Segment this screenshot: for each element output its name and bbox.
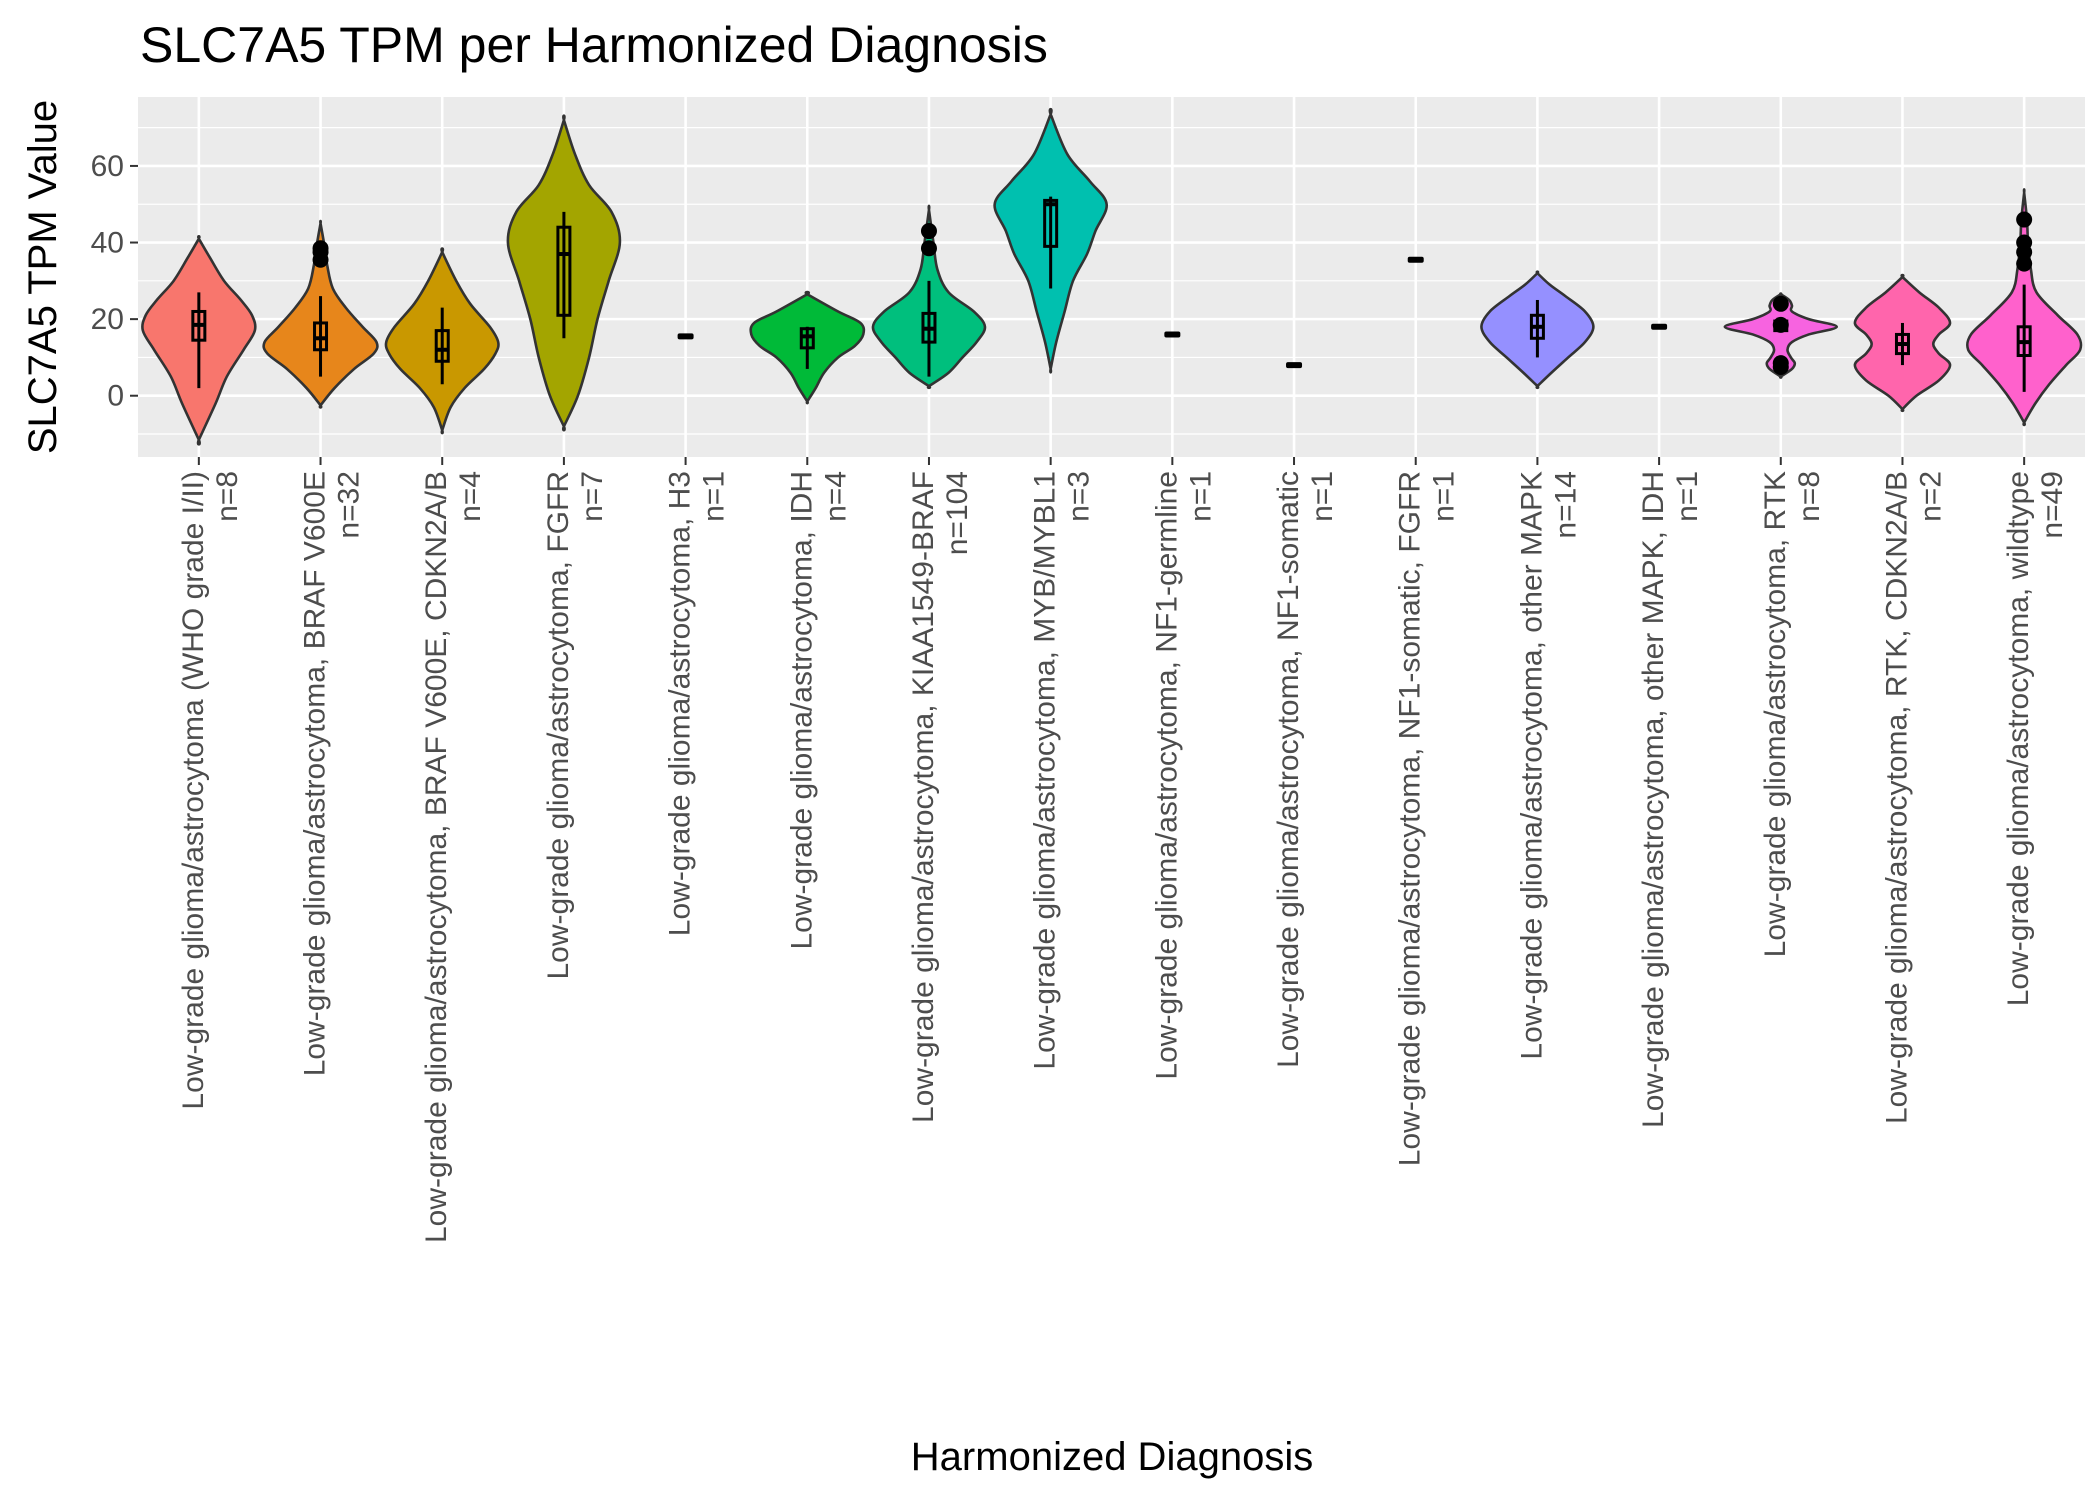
x-tick-label: Low-grade glioma/astrocytoma (WHO grade … xyxy=(177,471,244,1110)
box-iqr xyxy=(556,225,572,317)
outlier-point xyxy=(1772,295,1789,312)
y-axis-title: SLC7A5 TPM Value xyxy=(21,100,65,454)
outlier-point xyxy=(920,223,937,240)
y-tick-label: 20 xyxy=(91,303,124,336)
x-tick-label: Low-grade glioma/astrocytoma, NF1-somati… xyxy=(1394,471,1461,1166)
outlier-point xyxy=(2016,255,2033,272)
x-tick-label: Low-grade glioma/astrocytoma, RTKn=8 xyxy=(1759,471,1826,957)
y-tick-label: 40 xyxy=(91,227,124,260)
outlier-point xyxy=(1772,316,1789,333)
outlier-point xyxy=(920,240,937,257)
box-median xyxy=(1164,331,1181,338)
x-tick-label: Low-grade glioma/astrocytoma, NF1-somati… xyxy=(1272,471,1339,1068)
x-tick-label: Low-grade glioma/astrocytoma, BRAF V600E… xyxy=(420,471,487,1243)
outlier-point xyxy=(1772,355,1789,372)
x-tick-label: Low-grade glioma/astrocytoma, KIAA1549-B… xyxy=(907,471,974,1123)
x-tick-label: Low-grade glioma/astrocytoma, other MAPK… xyxy=(1515,471,1582,1060)
box-median xyxy=(1651,323,1668,330)
x-tick-label: Low-grade glioma/astrocytoma, other MAPK… xyxy=(1637,471,1704,1128)
y-tick-label: 0 xyxy=(107,380,124,413)
x-axis-title: Harmonized Diagnosis xyxy=(911,1435,1313,1479)
violin-shape xyxy=(1723,292,1839,379)
box-iqr xyxy=(1043,198,1059,248)
box-median xyxy=(677,333,694,340)
outlier-point xyxy=(2016,234,2033,251)
box-iqr xyxy=(434,329,450,363)
box-median xyxy=(1286,362,1303,369)
x-tick-label: Low-grade glioma/astrocytoma, H3n=1 xyxy=(664,471,731,936)
outlier-point xyxy=(312,240,329,257)
y-tick-label: 60 xyxy=(91,150,124,183)
violin-layer xyxy=(141,107,2083,446)
x-tick-label: Low-grade glioma/astrocytoma, IDHn=4 xyxy=(785,471,852,950)
box-median xyxy=(1407,256,1424,263)
x-tick-label: Low-grade glioma/astrocytoma, NF1-germli… xyxy=(1150,471,1217,1080)
x-tick-label: Low-grade glioma/astrocytoma, BRAF V600E… xyxy=(299,471,366,1076)
axis-layer: 0 20 40 60 Low-grade glioma/astrocytoma (WHO… xyxy=(91,150,2070,1243)
outlier-point xyxy=(2016,211,2033,228)
x-tick-label: Low-grade glioma/astrocytoma, wildtypen=… xyxy=(2002,471,2069,1006)
x-tick-label: Low-grade glioma/astrocytoma, FGFRn=7 xyxy=(542,471,609,980)
x-tick-label: Low-grade glioma/astrocytoma, MYB/MYBL1n… xyxy=(1029,471,1096,1070)
x-tick-label: Low-grade glioma/astrocytoma, RTK, CDKN2… xyxy=(1880,471,1947,1124)
chart-title: SLC7A5 TPM per Harmonized Diagnosis xyxy=(140,17,1048,73)
